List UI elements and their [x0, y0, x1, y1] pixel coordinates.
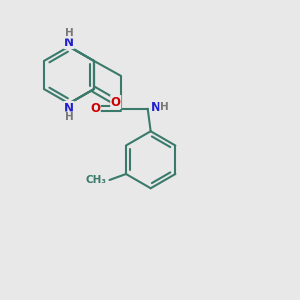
Text: O: O [90, 102, 100, 115]
Text: O: O [111, 95, 121, 109]
Text: N: N [64, 101, 74, 115]
Text: CH₃: CH₃ [85, 175, 106, 185]
Text: H: H [64, 112, 74, 122]
Text: H: H [64, 28, 74, 38]
Text: N: N [151, 101, 161, 114]
Text: H: H [160, 102, 169, 112]
Text: N: N [64, 35, 74, 49]
